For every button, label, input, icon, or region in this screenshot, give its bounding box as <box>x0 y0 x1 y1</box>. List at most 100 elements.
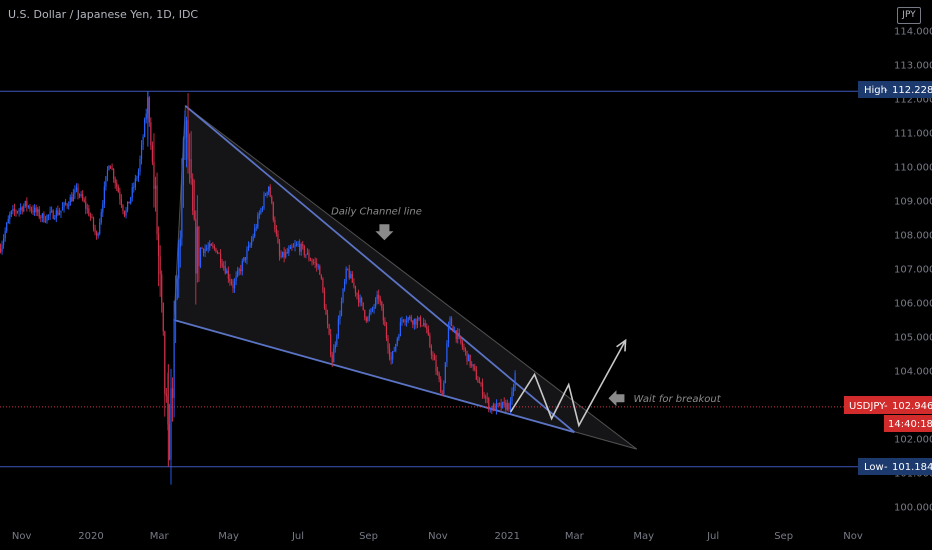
projection-path[interactable] <box>509 340 627 428</box>
candle-body <box>278 243 281 256</box>
candle-body <box>415 318 417 325</box>
candle-body <box>171 388 174 398</box>
candle-body <box>443 383 445 394</box>
price-tick: 114.000 <box>894 27 932 38</box>
candle-body <box>202 248 205 254</box>
candle-body <box>395 344 397 351</box>
level-lines <box>0 90 858 468</box>
candle-body <box>258 213 260 216</box>
candle-body <box>216 252 219 254</box>
candle-body <box>294 245 296 247</box>
candle-body <box>390 356 392 360</box>
candle-body <box>438 373 440 380</box>
candle-body <box>193 210 195 219</box>
candle-body <box>24 200 26 206</box>
candle-body <box>182 138 184 186</box>
candle-body <box>241 261 243 272</box>
candle-body <box>413 318 415 325</box>
candle-body <box>280 255 282 258</box>
axis-value-labels: High - 112.228 USDJPY - 102.946 14:40:18… <box>844 81 932 475</box>
candle-body <box>223 266 225 268</box>
candle-body <box>342 289 344 302</box>
candle-body <box>175 298 177 319</box>
candle-body <box>325 308 327 315</box>
candle-body <box>260 208 262 214</box>
time-tick: Sep <box>774 531 793 542</box>
candle-body <box>189 159 191 161</box>
candle-body <box>41 213 43 218</box>
candle-body <box>271 196 273 203</box>
candle-body <box>27 206 29 207</box>
candle-body <box>130 197 132 204</box>
candle-body <box>34 207 36 213</box>
candle-body <box>220 253 222 264</box>
candle-body <box>133 187 135 188</box>
candle-body <box>58 212 60 215</box>
currency-button[interactable]: JPY <box>897 7 921 24</box>
candle-body <box>255 227 257 229</box>
high-label-box <box>858 81 932 98</box>
candle-body <box>198 226 200 267</box>
candle-body <box>491 408 493 411</box>
candle-body <box>21 207 23 212</box>
candle-body <box>187 120 189 160</box>
candle-body <box>416 319 419 325</box>
candle-body <box>74 189 76 194</box>
candle-body <box>150 122 152 146</box>
candle-body <box>376 294 378 300</box>
candle-body <box>472 364 474 367</box>
candle-body <box>384 320 386 327</box>
candle-body <box>158 234 160 257</box>
candle-body <box>382 308 384 321</box>
time-tick: Nov <box>428 531 448 542</box>
candle-body <box>314 262 316 264</box>
candle-body <box>364 309 366 318</box>
candle-body <box>359 298 361 303</box>
price-axis[interactable]: 100.000101.000102.000103.000104.000105.0… <box>894 27 932 514</box>
candle-body <box>407 317 409 321</box>
candle-body <box>252 236 254 241</box>
candle-body <box>238 269 240 271</box>
candle-body <box>65 202 67 205</box>
candle-body <box>266 191 268 196</box>
candle-body <box>373 306 375 309</box>
candle-body <box>446 343 448 363</box>
candle-body <box>418 317 420 320</box>
candle-body <box>109 165 112 169</box>
candle-body <box>302 244 304 247</box>
upper-channel-line[interactable] <box>184 105 575 433</box>
bar-countdown: 14:40:18 <box>888 419 932 430</box>
candle-body <box>257 215 259 228</box>
candle-body <box>261 207 264 209</box>
candle-body <box>426 327 428 330</box>
candle-body <box>292 246 295 248</box>
price-tick: 104.000 <box>894 367 932 378</box>
candle-body <box>309 259 312 261</box>
symbol-label: USDJPY <box>849 401 886 412</box>
candle-body <box>51 210 53 212</box>
candle-body <box>289 246 291 250</box>
candle-body <box>38 209 40 218</box>
candle-body <box>357 294 360 303</box>
candle-body <box>113 169 115 180</box>
candle-body <box>127 201 129 211</box>
candle-body <box>427 329 429 336</box>
candle-body <box>82 194 84 200</box>
candle-body <box>201 248 203 249</box>
candle-body <box>247 245 250 250</box>
lower-channel-line[interactable] <box>173 319 575 434</box>
candle-body <box>336 335 338 345</box>
candle-body <box>137 171 140 178</box>
candle-body <box>106 170 109 177</box>
candle-body <box>145 113 147 120</box>
candle-body <box>85 201 87 209</box>
candle-body <box>140 144 143 160</box>
candle-body <box>92 217 95 228</box>
candle-body <box>485 396 487 398</box>
candle-body <box>471 364 473 366</box>
candle-body <box>340 301 343 316</box>
candle-body <box>444 362 446 384</box>
time-tick: Nov <box>843 531 863 542</box>
